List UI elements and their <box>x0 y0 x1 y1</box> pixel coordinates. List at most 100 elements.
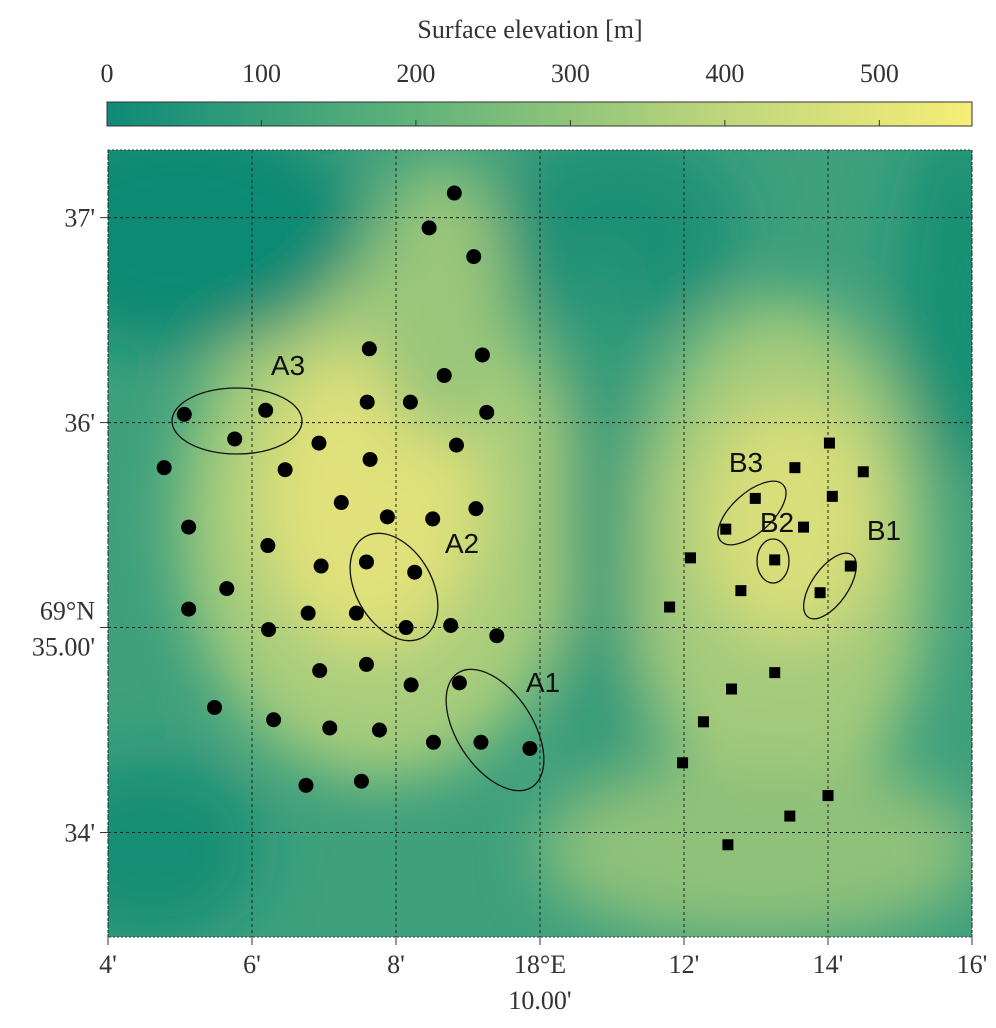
y-tick-label: 37' <box>64 204 95 233</box>
y-tick-label: 36' <box>64 409 95 438</box>
annotation-label: A1 <box>526 667 560 698</box>
site-circle <box>403 677 419 693</box>
site-circle <box>358 554 374 570</box>
annotation-ellipse <box>717 480 787 546</box>
site-circle <box>219 581 235 597</box>
x-tick-label: 12' <box>669 950 700 979</box>
site-circle <box>362 451 378 467</box>
site-circle <box>156 460 172 476</box>
site-square <box>844 560 856 572</box>
site-square <box>722 839 734 851</box>
site-square <box>784 810 796 822</box>
site-circle <box>451 675 467 691</box>
y-tick-label: 34' <box>64 818 95 847</box>
site-circle <box>300 605 316 621</box>
annotation-label: B1 <box>867 515 901 546</box>
site-square <box>798 521 810 533</box>
annotation-ellipse <box>171 387 303 455</box>
site-circle <box>258 402 274 418</box>
site-circle <box>298 777 314 793</box>
x-tick-label: 18°E <box>514 950 566 979</box>
site-circle <box>353 773 369 789</box>
site-circle <box>479 404 495 420</box>
site-circle <box>277 462 293 478</box>
site-circle <box>359 394 375 410</box>
colorbar-tick-label: 500 <box>860 59 899 88</box>
colorbar-tick-label: 100 <box>242 59 281 88</box>
site-circle <box>181 601 197 617</box>
site-circle <box>266 712 282 728</box>
site-circle <box>466 249 482 265</box>
colorbar-title: Surface elevation [m] <box>417 15 642 44</box>
site-circle <box>473 734 489 750</box>
annotation-ellipse <box>349 532 439 642</box>
site-circle <box>379 509 395 525</box>
site-circle <box>313 558 329 574</box>
site-square <box>814 587 826 599</box>
site-circle <box>443 617 459 633</box>
site-circle <box>261 622 277 638</box>
site-circle <box>407 564 423 580</box>
site-circle <box>522 740 538 756</box>
site-circle <box>181 519 197 535</box>
site-circle <box>468 501 484 517</box>
site-circle <box>398 620 414 636</box>
site-square <box>822 790 834 802</box>
annotation-label: B2 <box>760 507 794 538</box>
terrain <box>108 150 972 937</box>
site-circle <box>489 628 505 644</box>
site-square <box>789 462 801 474</box>
y-tick-label: 69°N <box>40 597 95 626</box>
site-square <box>726 683 738 695</box>
site-circle <box>446 185 462 201</box>
annotation-label: A2 <box>445 528 479 559</box>
site-square <box>684 552 696 564</box>
x-tick-label: 4' <box>99 950 117 979</box>
site-circle <box>312 663 328 679</box>
site-circle <box>474 347 490 363</box>
site-square <box>720 523 732 535</box>
site-square <box>769 667 781 679</box>
site-circle <box>425 511 441 527</box>
y-tick-label: 35.00' <box>32 633 95 662</box>
site-circle <box>207 699 223 715</box>
x-tick-label: 14' <box>813 950 844 979</box>
colorbar <box>106 101 973 127</box>
site-circle <box>322 720 338 736</box>
site-circle <box>227 431 243 447</box>
colorbar-tick-label: 300 <box>551 59 590 88</box>
site-circle <box>176 406 192 422</box>
site-square <box>769 554 781 566</box>
colorbar-tick-label: 0 <box>101 59 114 88</box>
site-square <box>664 601 676 613</box>
site-square <box>857 466 869 478</box>
x-tick-label: 16' <box>957 950 988 979</box>
site-circle <box>311 435 327 451</box>
x-tick-label: 6' <box>243 950 261 979</box>
site-circle <box>448 437 464 453</box>
site-square <box>749 492 761 504</box>
site-circle <box>358 656 374 672</box>
annotation-ellipse <box>756 538 790 584</box>
annotation-ellipse <box>445 668 545 792</box>
annotation-ellipse <box>803 552 857 620</box>
colorbar-tick-label: 400 <box>705 59 744 88</box>
site-square <box>826 490 838 502</box>
site-circle <box>436 367 452 383</box>
x-tick-label: 10.00' <box>508 986 571 1015</box>
site-circle <box>348 605 364 621</box>
annotation-label: A3 <box>271 350 305 381</box>
site-circle <box>421 220 437 236</box>
site-circle <box>371 722 387 738</box>
annotation-label: B3 <box>729 447 763 478</box>
site-square <box>697 716 709 728</box>
site-circle <box>361 341 377 357</box>
site-circle <box>260 538 276 554</box>
site-square <box>677 757 689 769</box>
site-circle <box>425 734 441 750</box>
x-tick-label: 8' <box>387 950 405 979</box>
site-square <box>735 585 747 597</box>
site-circle <box>402 394 418 410</box>
site-circle <box>333 495 349 511</box>
